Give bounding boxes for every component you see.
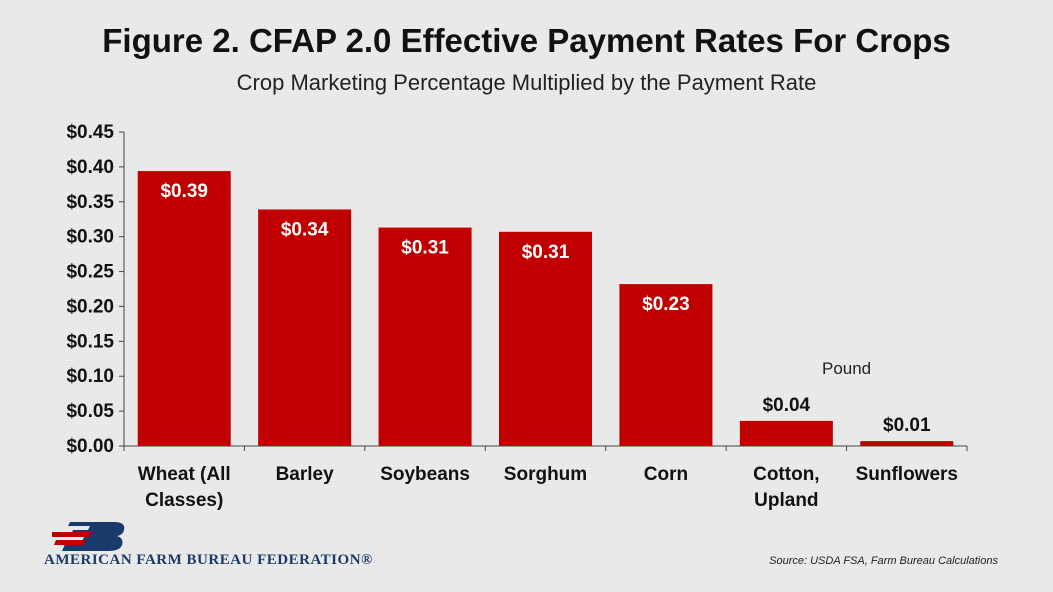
bar [378,227,472,446]
afbf-logo: AMERICAN FARM BUREAU FEDERATION® [44,520,374,580]
y-tick-label: $0.00 [66,436,114,457]
bar [619,284,713,446]
y-tick-label: $0.10 [66,366,114,387]
data-label: $0.04 [763,395,811,416]
category-label: Cotton, [753,464,819,485]
y-tick-label: $0.45 [66,122,114,143]
y-tick-label: $0.25 [66,262,114,283]
bar [258,209,352,446]
y-tick-label: $0.30 [66,227,114,248]
category-label: Sunflowers [856,464,958,485]
category-label: Classes) [145,490,223,511]
data-label: $0.01 [883,415,931,436]
bar [739,420,833,446]
bar [137,171,231,446]
data-label: $0.31 [522,242,570,263]
category-label: Upland [754,490,818,511]
category-label: Sorghum [504,464,587,485]
chart-title: Figure 2. CFAP 2.0 Effective Payment Rat… [102,22,951,59]
source-note: Source: USDA FSA, Farm Bureau Calculatio… [769,555,998,567]
y-tick-label: $0.20 [66,296,114,317]
chart-subtitle: Crop Marketing Percentage Multiplied by … [236,70,817,95]
bar [860,441,954,446]
logo-text: AMERICAN FARM BUREAU FEDERATION® [44,552,373,568]
data-label: $0.23 [642,294,690,315]
category-label: Soybeans [380,464,470,485]
data-label: $0.34 [281,219,329,240]
category-label: Barley [276,464,335,485]
y-tick-label: $0.35 [66,192,114,213]
category-label: Corn [644,464,688,485]
y-tick-label: $0.05 [66,401,114,422]
category-label: Wheat (All [138,464,231,485]
pound-annotation: Pound [822,359,871,378]
y-tick-label: $0.40 [66,157,114,178]
fb-logo-icon [52,522,125,551]
bar [499,231,592,446]
y-tick-label: $0.15 [66,331,114,352]
data-label: $0.39 [160,181,208,202]
data-label: $0.31 [401,238,449,259]
